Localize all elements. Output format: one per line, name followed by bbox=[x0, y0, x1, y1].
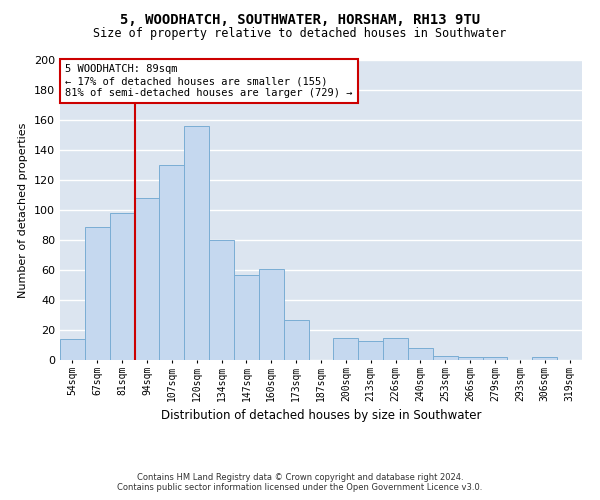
Bar bbox=[60, 339, 85, 360]
Y-axis label: Number of detached properties: Number of detached properties bbox=[19, 122, 28, 298]
X-axis label: Distribution of detached houses by size in Southwater: Distribution of detached houses by size … bbox=[161, 409, 481, 422]
Bar bbox=[458, 357, 482, 360]
Text: 5 WOODHATCH: 89sqm
← 17% of detached houses are smaller (155)
81% of semi-detach: 5 WOODHATCH: 89sqm ← 17% of detached hou… bbox=[65, 64, 353, 98]
Bar bbox=[110, 213, 134, 360]
Bar bbox=[383, 338, 408, 360]
Bar bbox=[209, 240, 234, 360]
Bar bbox=[532, 357, 557, 360]
Text: Size of property relative to detached houses in Southwater: Size of property relative to detached ho… bbox=[94, 28, 506, 40]
Bar bbox=[433, 356, 458, 360]
Bar bbox=[160, 165, 184, 360]
Bar bbox=[358, 340, 383, 360]
Bar bbox=[284, 320, 308, 360]
Text: 5, WOODHATCH, SOUTHWATER, HORSHAM, RH13 9TU: 5, WOODHATCH, SOUTHWATER, HORSHAM, RH13 … bbox=[120, 12, 480, 26]
Bar bbox=[408, 348, 433, 360]
Bar bbox=[259, 268, 284, 360]
Bar bbox=[234, 274, 259, 360]
Bar bbox=[85, 226, 110, 360]
Text: Contains HM Land Registry data © Crown copyright and database right 2024.
Contai: Contains HM Land Registry data © Crown c… bbox=[118, 473, 482, 492]
Bar bbox=[334, 338, 358, 360]
Bar bbox=[482, 357, 508, 360]
Bar bbox=[184, 126, 209, 360]
Bar bbox=[134, 198, 160, 360]
